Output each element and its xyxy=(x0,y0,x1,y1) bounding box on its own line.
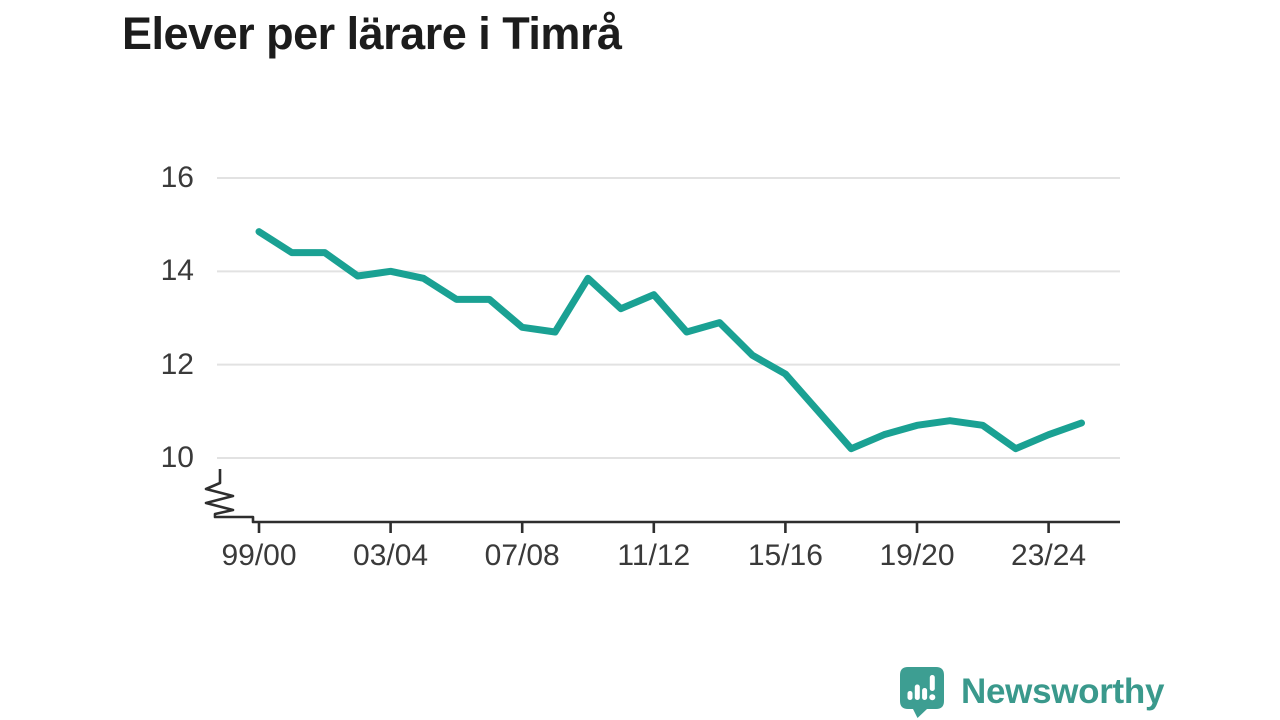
x-tick-label: 19/20 xyxy=(879,539,955,572)
chart-title: Elever per lärare i Timrå xyxy=(122,8,622,59)
x-tick-label: 99/00 xyxy=(221,539,297,572)
y-tick-label: 16 xyxy=(160,161,194,194)
x-tick-label: 07/08 xyxy=(484,539,560,572)
brand-logo: Newsworthy xyxy=(897,666,1164,718)
line-series xyxy=(255,228,1085,453)
x-tick-label: 23/24 xyxy=(1011,539,1087,572)
x-axis-ticks xyxy=(257,522,1050,533)
newsworthy-speech-bubble-chart-icon xyxy=(900,667,944,718)
x-tick-label: 03/04 xyxy=(353,539,429,572)
x-axis-with-break-icon xyxy=(204,469,1120,524)
gridlines xyxy=(217,177,1120,460)
brand-name: Newsworthy xyxy=(961,672,1165,711)
y-tick-label: 10 xyxy=(160,441,194,474)
x-tick-label: 15/16 xyxy=(747,539,823,572)
y-tick-label: 14 xyxy=(160,254,194,288)
y-tick-label: 12 xyxy=(160,347,194,381)
x-tick-label: 11/12 xyxy=(617,539,691,572)
